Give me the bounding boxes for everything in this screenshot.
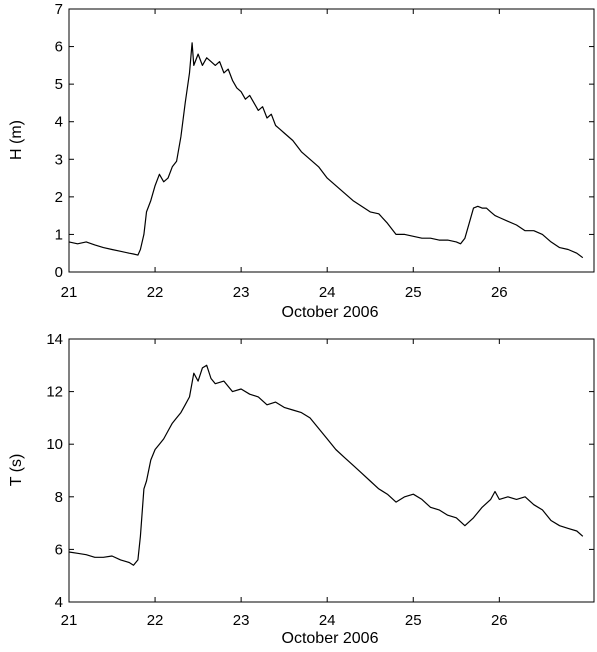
y-tick-label: 8	[55, 489, 63, 506]
y-tick-label: 12	[46, 384, 63, 401]
y-tick-label: 5	[55, 76, 63, 93]
x-axis-label: October 2006	[282, 304, 379, 321]
y-tick-label: 7	[55, 1, 63, 18]
x-tick-label: 26	[491, 284, 508, 301]
y-tick-label: 1	[55, 226, 63, 243]
x-tick-label: 23	[233, 612, 250, 629]
y-tick-label: 2	[55, 189, 63, 206]
wave-period-line	[68, 364, 584, 566]
x-tick-label: 21	[61, 284, 78, 301]
plot-area-frame	[68, 8, 595, 273]
y-tick-label: 6	[55, 541, 63, 558]
y-tick-label: 4	[55, 594, 63, 611]
x-tick-label: 24	[319, 612, 336, 629]
x-tick-label: 26	[491, 612, 508, 629]
x-tick-label: 24	[319, 284, 336, 301]
x-tick-label: 25	[405, 284, 422, 301]
y-tick-label: 0	[55, 264, 63, 281]
plot-area-frame	[68, 338, 595, 603]
x-tick-label: 23	[233, 284, 250, 301]
y-axis-label: H (m)	[8, 120, 25, 160]
x-tick-label: 25	[405, 612, 422, 629]
y-axis-label: T (s)	[8, 454, 25, 487]
y-tick-label: 6	[55, 39, 63, 56]
y-tick-label: 3	[55, 151, 63, 168]
y-tick-label: 14	[46, 331, 63, 348]
x-tick-label: 22	[147, 612, 164, 629]
y-tick-label: 4	[55, 114, 63, 131]
x-axis-label: October 2006	[282, 630, 379, 647]
x-tick-label: 22	[147, 284, 164, 301]
axis-ticks-group: 4 6 8 10 12 14 21 22 23 24 25 26	[46, 331, 594, 629]
wave-period-panel: 4 6 8 10 12 14 21 22 23 24 25 26 T (s) October 2006	[8, 331, 595, 647]
x-tick-label: 21	[61, 612, 78, 629]
wave-height-line	[68, 42, 584, 259]
y-tick-label: 10	[46, 436, 63, 453]
